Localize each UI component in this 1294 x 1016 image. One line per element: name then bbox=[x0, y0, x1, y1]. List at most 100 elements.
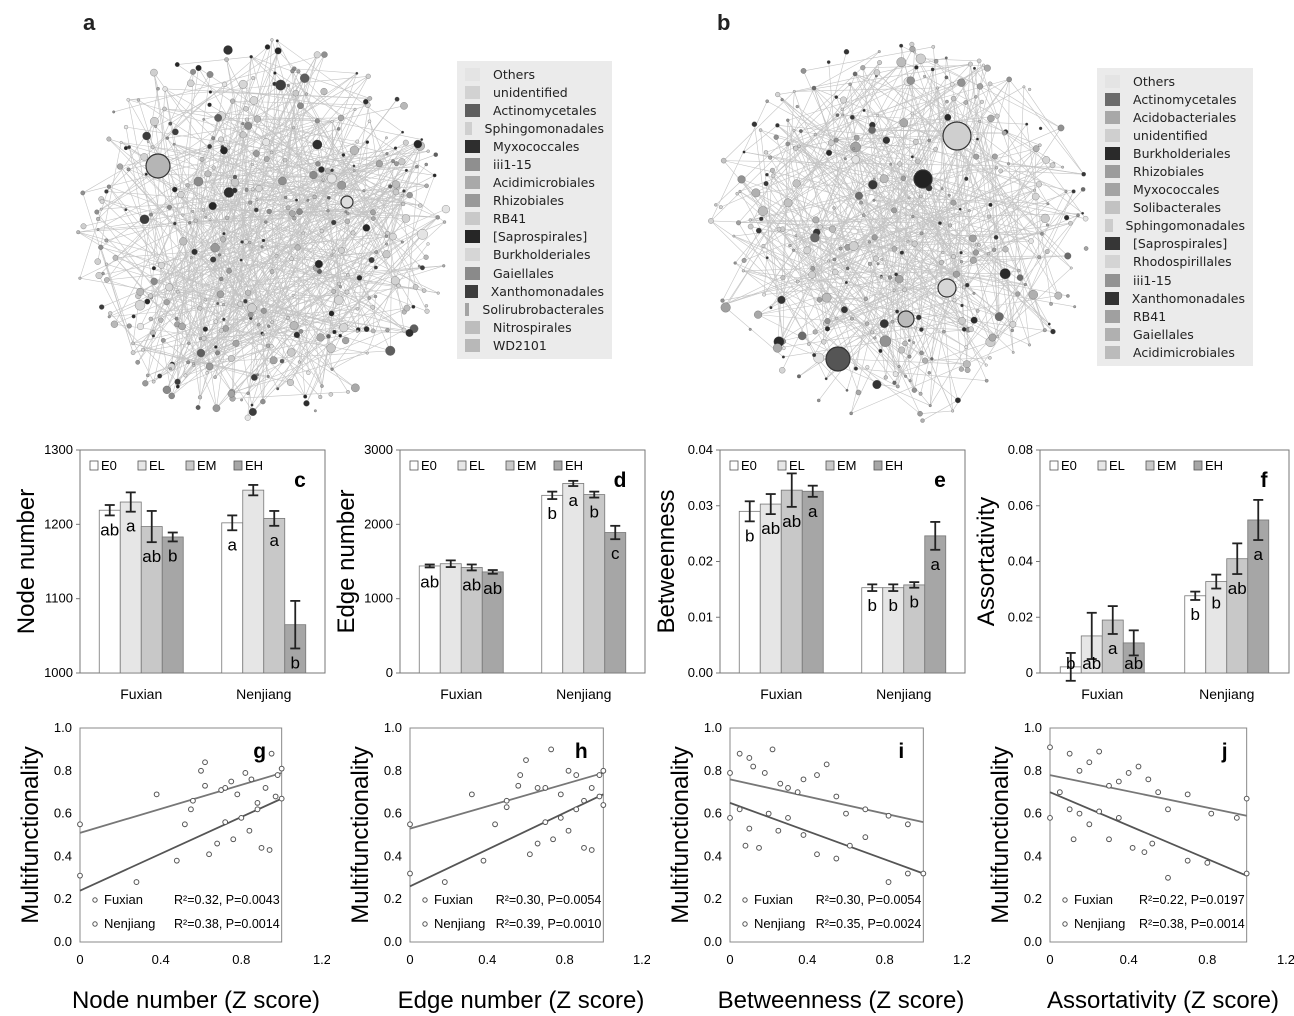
network-node bbox=[274, 47, 282, 55]
y-tick-label: 0.6 bbox=[384, 806, 402, 821]
network-node bbox=[947, 193, 951, 197]
network-edge bbox=[79, 186, 110, 279]
data-point bbox=[785, 785, 791, 791]
network-node bbox=[373, 265, 378, 270]
legend-label: RB41 bbox=[493, 211, 527, 227]
network-node bbox=[286, 379, 294, 386]
network-node bbox=[318, 166, 325, 173]
network-edge bbox=[222, 146, 251, 243]
network-node bbox=[961, 285, 966, 290]
network-node bbox=[204, 216, 208, 219]
legend-item: Acidobacteriales bbox=[1105, 108, 1245, 126]
y-tick-label: 3000 bbox=[364, 442, 393, 457]
network-edge bbox=[975, 184, 1040, 253]
network-node bbox=[1081, 211, 1084, 215]
network-edge bbox=[932, 69, 950, 196]
network-hub-node bbox=[223, 45, 233, 55]
legend-swatch bbox=[1105, 201, 1120, 215]
network-node bbox=[973, 66, 976, 70]
legend-label: EL bbox=[149, 458, 165, 473]
stat-label: R²=0.38, P=0.0014 bbox=[174, 917, 280, 931]
network-node bbox=[907, 354, 912, 359]
network-node bbox=[891, 207, 898, 214]
network-node bbox=[826, 149, 833, 156]
network-node bbox=[172, 186, 178, 193]
network-node bbox=[150, 117, 159, 126]
network-node bbox=[841, 306, 848, 314]
network-edge bbox=[1008, 163, 1030, 345]
network-edge bbox=[176, 176, 236, 319]
legend-label: Actinomycetales bbox=[493, 102, 597, 118]
network-hub-node bbox=[340, 195, 354, 209]
network-edge bbox=[274, 73, 306, 397]
network-node bbox=[751, 188, 761, 198]
network-node bbox=[1028, 87, 1032, 92]
y-tick-label: 0.8 bbox=[704, 763, 722, 778]
network-node bbox=[952, 298, 957, 303]
network-node bbox=[907, 339, 911, 342]
legend-swatch bbox=[1097, 460, 1107, 471]
network-node bbox=[852, 147, 856, 151]
network-node bbox=[963, 100, 969, 105]
network-edge bbox=[263, 240, 323, 387]
network-node bbox=[172, 128, 179, 136]
network-node bbox=[1080, 187, 1086, 192]
network-node bbox=[255, 185, 263, 192]
network-node bbox=[212, 404, 221, 413]
network-node bbox=[962, 360, 971, 369]
significance-label: ab bbox=[483, 579, 502, 598]
y-tick-label: 0.00 bbox=[688, 665, 713, 680]
legend-item: Solirubrobacterales bbox=[465, 300, 604, 318]
network-node bbox=[78, 276, 82, 280]
network-node bbox=[1057, 124, 1065, 132]
data-point bbox=[1076, 810, 1083, 817]
network-edge bbox=[82, 156, 145, 194]
network-node bbox=[920, 418, 925, 423]
data-point bbox=[777, 780, 784, 787]
network-edge bbox=[185, 346, 272, 376]
network-node bbox=[95, 272, 103, 279]
network-node bbox=[227, 390, 235, 398]
data-point bbox=[750, 763, 757, 770]
network-node bbox=[136, 98, 141, 102]
network-node bbox=[772, 343, 783, 353]
network-node bbox=[346, 211, 350, 215]
network-edge bbox=[296, 199, 387, 255]
network-edge bbox=[827, 79, 1010, 322]
network-edge bbox=[231, 352, 368, 393]
network-edge bbox=[228, 270, 295, 326]
network-edge bbox=[115, 257, 210, 367]
data-point bbox=[736, 806, 743, 813]
network-node bbox=[313, 409, 317, 413]
data-point bbox=[1129, 844, 1136, 851]
network-node bbox=[737, 175, 746, 184]
legend-item: Myxococcales bbox=[465, 137, 604, 155]
network-edge bbox=[197, 372, 208, 408]
network-node bbox=[876, 262, 880, 266]
data-point bbox=[523, 757, 529, 763]
y-tick-label: 0.8 bbox=[384, 763, 402, 778]
y-tick-label: 0 bbox=[386, 665, 393, 680]
network-node bbox=[996, 335, 1000, 339]
network-node bbox=[99, 304, 105, 310]
network-node bbox=[172, 142, 176, 146]
network-edge bbox=[883, 248, 895, 324]
plot-frame bbox=[399, 449, 646, 674]
network-node bbox=[222, 81, 228, 87]
network-node bbox=[191, 248, 198, 255]
regression-line bbox=[1049, 791, 1248, 877]
network-node bbox=[738, 189, 742, 193]
plot-frame bbox=[79, 727, 283, 943]
network-node bbox=[325, 168, 331, 174]
network-node bbox=[213, 319, 218, 324]
network-edge bbox=[346, 253, 387, 293]
network-node bbox=[958, 366, 964, 372]
data-point bbox=[1096, 748, 1103, 755]
data-point bbox=[1066, 750, 1073, 757]
network-edge bbox=[318, 208, 447, 265]
network-node bbox=[812, 329, 818, 335]
network-edge bbox=[256, 144, 318, 154]
legend-label: iii1-15 bbox=[493, 157, 532, 173]
network-edge bbox=[757, 196, 921, 315]
